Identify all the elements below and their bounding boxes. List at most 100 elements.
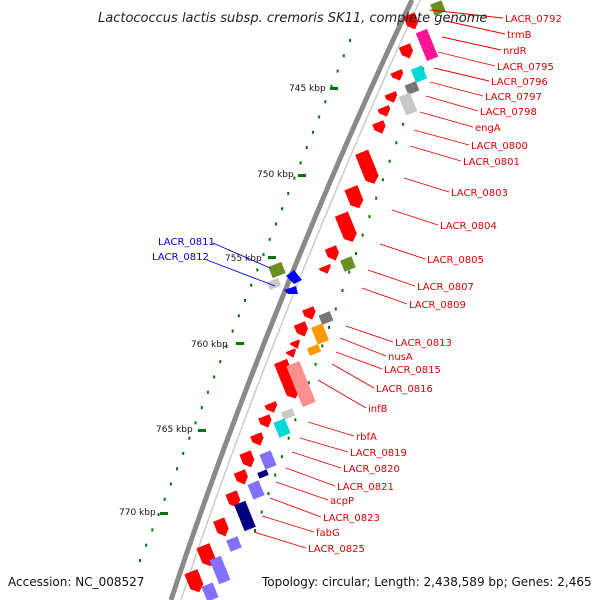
tick-dot-inner	[287, 436, 290, 440]
tick-dot-inner	[267, 492, 270, 496]
gene-arrow-shape	[239, 450, 255, 468]
gene-label: LACR_0825	[308, 544, 365, 555]
gene-arrow-shape	[285, 348, 296, 358]
gene-labels-right: LACR_0792 trmB nrdR LACR_0795 LACR_0796 LACR_…	[308, 14, 562, 555]
gene-arrow-shape	[403, 12, 419, 30]
gene-box-olive-shape	[430, 0, 446, 16]
gene-arrow-shape	[264, 401, 278, 413]
gene-arrow	[239, 450, 255, 468]
gene-label: trmB	[507, 30, 532, 41]
label-leader-line	[441, 36, 502, 51]
kbp-tick	[236, 342, 244, 345]
gene-label: LACR_0812	[152, 252, 209, 263]
gene-features	[184, 0, 446, 600]
gene-label: LACR_0797	[485, 92, 542, 103]
tick-dot-inner	[395, 141, 398, 145]
gene-arrow-shape	[390, 69, 404, 81]
gene-box-orange-shape	[306, 344, 322, 356]
gene-box-olive	[268, 261, 286, 279]
kbp-tick	[330, 87, 338, 90]
kbp-markers: 745 kbp 750 kbp 755 kbp 760 kbp 765 kbp 770 k…	[119, 84, 338, 518]
gene-label: LACR_0823	[323, 513, 380, 524]
gene-box-navy-shape	[234, 500, 256, 532]
gene-arrow	[377, 105, 391, 117]
tick-dot-outer	[151, 528, 154, 532]
tick-dot-outer	[324, 100, 327, 104]
gene-arrow	[324, 245, 339, 261]
map-title: Lactococcus lactis subsp. cremoris SK11,…	[98, 11, 487, 26]
gene-box-magenta-shape	[415, 28, 439, 62]
gene-box-violet-shape	[201, 582, 219, 600]
tick-dot-inner	[260, 510, 263, 514]
gene-label: LACR_0821	[337, 482, 394, 493]
gene-arrow	[285, 348, 296, 358]
gene-label: nusA	[388, 352, 413, 363]
label-leader-line	[335, 351, 383, 370]
gene-arrow	[334, 211, 357, 242]
gene-box-navy	[257, 469, 269, 479]
gene-box-navy	[234, 500, 256, 532]
gene-label: LACR_0792	[505, 14, 562, 25]
gene-label: engA	[475, 123, 501, 134]
tick-dot-outer	[336, 69, 339, 73]
tick-dot-outer	[318, 115, 321, 119]
tick-dot-outer	[305, 146, 308, 150]
gene-box-lightgray	[280, 408, 296, 420]
tick-dot-outer	[213, 375, 216, 379]
tick-dot-outer	[342, 54, 345, 58]
label-leader-line	[433, 67, 490, 82]
gene-label: LACR_0805	[427, 255, 484, 266]
tick-dot-outer	[237, 314, 240, 318]
kbp-tick	[198, 429, 206, 432]
label-leader-line	[206, 259, 276, 287]
gene-arrow	[225, 490, 241, 508]
tick-dot-outer	[200, 406, 203, 410]
gene-arrow	[355, 149, 379, 184]
tick-dot-outer	[188, 436, 191, 440]
gene-arrow-shape	[372, 120, 386, 134]
gene-arrow-shape	[293, 321, 308, 337]
tick-dot-inner	[280, 455, 283, 459]
tick-dot-inner	[388, 159, 391, 163]
tick-dot-inner	[328, 325, 331, 329]
tick-dot-inner	[341, 289, 344, 292]
label-leader-line	[291, 451, 342, 469]
label-lines-right	[253, 9, 506, 549]
gene-arrow	[213, 517, 229, 537]
gene-box-violet-shape	[259, 450, 277, 470]
gene-arrow	[184, 569, 204, 593]
kbp-label: 765 kbp	[156, 425, 193, 435]
gene-box-pink	[286, 360, 316, 408]
gene-arrow	[318, 264, 331, 274]
gene-label: LACR_0807	[417, 282, 474, 293]
tick-dot-inner	[314, 362, 317, 366]
gene-box-lightgray	[266, 278, 282, 290]
tick-dot-inner	[368, 215, 371, 219]
accession-text: Accession: NC_008527	[8, 575, 144, 589]
gene-label: LACR_0819	[350, 448, 407, 459]
gene-box-gray	[404, 81, 420, 95]
kbp-label: 755 kbp	[225, 254, 262, 264]
gene-arrow-shape	[344, 185, 364, 209]
tick-dot-inner	[375, 196, 378, 200]
tick-dot-outer	[225, 344, 228, 348]
tick-dot-outer	[145, 543, 148, 547]
gene-arrow	[403, 12, 419, 30]
gene-arrow	[302, 306, 316, 320]
gene-arrow	[384, 91, 398, 103]
gene-arrow-shape	[318, 264, 331, 274]
tick-dot-outer	[219, 360, 222, 364]
tick-dot-outer	[287, 191, 290, 195]
gene-arrow-shape	[377, 105, 391, 117]
gene-label: LACR_0820	[343, 464, 400, 475]
label-leader-line	[445, 20, 506, 35]
tick-dot-inner	[274, 473, 277, 477]
gene-box-violet	[209, 555, 231, 585]
gene-label: rbfA	[356, 432, 377, 443]
genome-backbone-inner	[180, 0, 421, 600]
label-leader-line	[331, 363, 375, 389]
gene-arrow-blue	[286, 270, 302, 284]
gene-box-olive-shape	[340, 256, 356, 272]
gene-label: LACR_0813	[395, 338, 452, 349]
